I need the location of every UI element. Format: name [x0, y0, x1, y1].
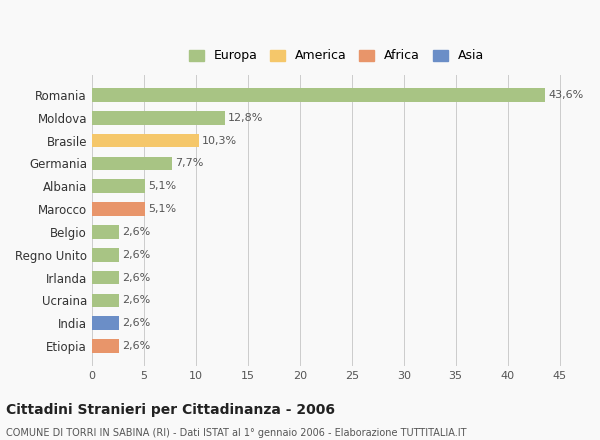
Bar: [92, 111, 225, 125]
Text: 2,6%: 2,6%: [122, 250, 150, 260]
Text: 43,6%: 43,6%: [548, 90, 583, 100]
Text: 7,7%: 7,7%: [175, 158, 203, 169]
Bar: [92, 339, 119, 353]
Bar: [92, 157, 172, 170]
Text: 12,8%: 12,8%: [228, 113, 263, 123]
Bar: [92, 248, 119, 261]
Text: 2,6%: 2,6%: [122, 295, 150, 305]
Text: 2,6%: 2,6%: [122, 272, 150, 282]
Bar: [92, 180, 145, 193]
Bar: [92, 202, 145, 216]
Bar: [92, 134, 199, 147]
Legend: Europa, America, Africa, Asia: Europa, America, Africa, Asia: [182, 43, 490, 69]
Text: 5,1%: 5,1%: [148, 204, 176, 214]
Text: COMUNE DI TORRI IN SABINA (RI) - Dati ISTAT al 1° gennaio 2006 - Elaborazione TU: COMUNE DI TORRI IN SABINA (RI) - Dati IS…: [6, 428, 467, 438]
Text: 10,3%: 10,3%: [202, 136, 237, 146]
Text: 2,6%: 2,6%: [122, 227, 150, 237]
Text: Cittadini Stranieri per Cittadinanza - 2006: Cittadini Stranieri per Cittadinanza - 2…: [6, 403, 335, 417]
Text: 2,6%: 2,6%: [122, 341, 150, 351]
Bar: [92, 225, 119, 239]
Bar: [92, 316, 119, 330]
Bar: [92, 293, 119, 307]
Text: 5,1%: 5,1%: [148, 181, 176, 191]
Bar: [92, 88, 545, 102]
Text: 2,6%: 2,6%: [122, 318, 150, 328]
Bar: [92, 271, 119, 284]
